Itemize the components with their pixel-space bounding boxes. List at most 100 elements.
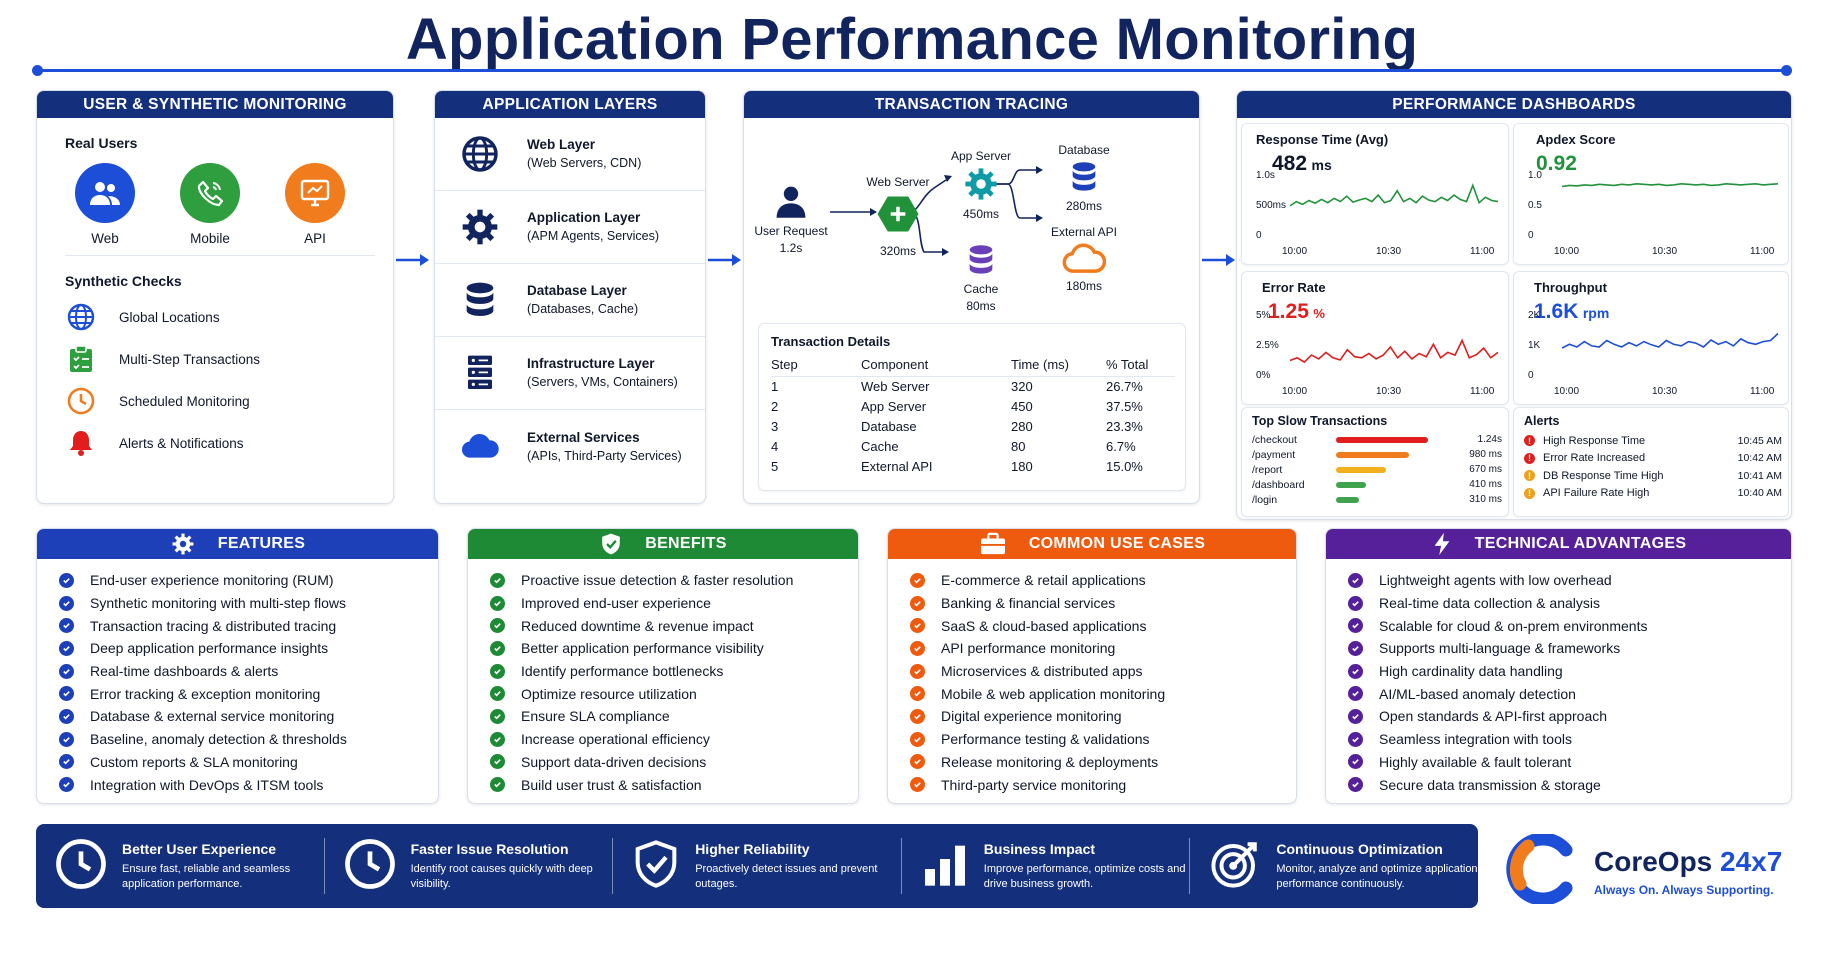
trace-node-database[interactable]: Database 280ms	[1044, 143, 1124, 213]
alert-time: 10:45 AM	[1737, 434, 1782, 447]
real-user-mobile[interactable]: Mobile	[170, 163, 250, 246]
list-item-label: Better application performance visibilit…	[521, 640, 764, 657]
layer-title: External Services	[527, 429, 640, 445]
trace-node-web-server[interactable]: Web Server 320ms	[860, 175, 936, 258]
briefcase-icon	[980, 532, 1005, 555]
card-title: Top Slow Transactions	[1252, 414, 1388, 428]
y-tick-label: 0	[1256, 230, 1262, 241]
slow-transaction-row[interactable]: /dashboard 410 ms	[1252, 477, 1502, 492]
trace-node-cache[interactable]: Cache 80ms	[946, 243, 1016, 313]
list-item: Mobile & web application monitoring	[910, 682, 1296, 705]
layer-application[interactable]: Application Layer (APM Agents, Services)	[435, 191, 705, 264]
layer-web[interactable]: Web Layer (Web Servers, CDN)	[435, 118, 705, 191]
check-icon	[1348, 640, 1363, 656]
trace-node-external-api[interactable]: External API 180ms	[1044, 225, 1124, 293]
response-time-card[interactable]: Response Time (Avg) 482 ms 1.0s 500ms 0 10:…	[1241, 123, 1509, 265]
check-icon	[59, 754, 74, 770]
table-cell: 3	[771, 418, 779, 434]
cloud-icon	[1062, 243, 1107, 273]
table-row[interactable]: 4 Cache 80 6.7%	[771, 436, 1175, 456]
throughput-card[interactable]: Throughput 1.6K rpm 2K 1K 0 10:00 10:30 11:00	[1513, 271, 1789, 405]
alert-item[interactable]: ! Error Rate Increased 10:42 AM	[1524, 450, 1782, 468]
table-cell: Database	[861, 418, 917, 434]
check-icon	[59, 731, 74, 747]
duration-bar-track	[1336, 481, 1428, 488]
alert-text: Error Rate Increased	[1543, 452, 1646, 465]
layer-database[interactable]: Database Layer (Databases, Cache)	[435, 264, 705, 337]
card-title: Apdex Score	[1536, 132, 1616, 147]
slow-transaction-row[interactable]: /report 670 ms	[1252, 462, 1502, 477]
list-item: High cardinality data handling	[1348, 660, 1791, 683]
layer-subtitle: (APIs, Third-Party Services)	[527, 448, 682, 463]
banner-item-title: Better User Experience	[122, 840, 277, 857]
banner-item: Higher Reliability Proactively detect iss…	[613, 838, 902, 894]
check-icon	[59, 572, 74, 588]
slow-transaction-row[interactable]: /checkout 1.24s	[1252, 432, 1502, 447]
error-rate-card[interactable]: Error Rate 1.25 % 5% 2.5% 0% 10:00 10:30 11:0…	[1241, 271, 1509, 405]
list-item-label: Identify performance bottlenecks	[521, 663, 724, 680]
slow-transaction-row[interactable]: /payment 980 ms	[1252, 447, 1502, 462]
trace-node-app-server[interactable]: App Server 450ms	[946, 149, 1016, 221]
list-item: Supports multi-language & frameworks	[1348, 637, 1791, 660]
table-row[interactable]: 1 Web Server 320 26.7%	[771, 376, 1175, 396]
synthetic-item-scheduled[interactable]: Scheduled Monitoring	[63, 380, 260, 422]
slow-transaction-row[interactable]: /login 310 ms	[1252, 492, 1502, 507]
real-user-web[interactable]: Web	[65, 163, 145, 246]
list-item: Lightweight agents with low overhead	[1348, 569, 1791, 592]
table-row[interactable]: 3 Database 280 23.3%	[771, 416, 1175, 436]
x-tick-label: 10:30	[1376, 246, 1401, 257]
card-unit: ms	[1311, 157, 1332, 173]
synthetic-item-multi-step[interactable]: Multi-Step Transactions	[63, 338, 260, 380]
check-icon	[490, 663, 505, 679]
sparkline-path	[1289, 183, 1499, 207]
list-item: Real-time dashboards & alerts	[59, 660, 438, 683]
layer-external[interactable]: External Services (APIs, Third-Party Serv…	[435, 410, 705, 483]
table-cell: 320	[1011, 378, 1033, 394]
alert-item[interactable]: ! API Failure Rate High 10:40 AM	[1524, 485, 1782, 503]
x-tick-label: 10:00	[1554, 386, 1579, 397]
trace-node-time: 450ms	[962, 207, 1000, 221]
list-item-label: Database & external service monitoring	[90, 708, 335, 725]
list-item: SaaS & cloud-based applications	[910, 614, 1296, 637]
alert-icon: !	[1524, 452, 1535, 464]
sparkline-path	[1289, 338, 1499, 364]
y-tick-label: 1.0s	[1256, 170, 1275, 181]
trace-node-user[interactable]: User Request 1.2s	[752, 183, 830, 255]
x-tick-label: 11:00	[1470, 246, 1495, 257]
list-item-label: Release monitoring & deployments	[941, 753, 1159, 770]
check-icon	[59, 708, 74, 724]
check-icon	[59, 663, 74, 679]
layer-infrastructure[interactable]: Infrastructure Layer (Servers, VMs, Conta…	[435, 337, 705, 410]
banner-item: Business Impact Improve performance, opti…	[902, 838, 1191, 894]
page-title: Application Performance Monitoring	[405, 7, 1419, 72]
flow-arrow	[706, 252, 744, 273]
list-item-label: Ensure SLA compliance	[521, 708, 670, 725]
real-user-api[interactable]: API	[275, 163, 355, 246]
check-icon	[490, 708, 505, 724]
list-item: End-user experience monitoring (RUM)	[59, 569, 438, 592]
table-row[interactable]: 2 App Server 450 37.5%	[771, 396, 1175, 416]
alert-item[interactable]: ! High Response Time 10:45 AM	[1524, 432, 1782, 450]
synthetic-item-global-locations[interactable]: Global Locations	[63, 296, 260, 338]
apdex-sparkline: 1.0 0.5 0 10:00 10:30 11:00	[1528, 170, 1779, 257]
synthetic-item-alerts[interactable]: Alerts & Notifications	[63, 422, 260, 464]
table-cell: App Server	[861, 398, 927, 414]
table-cell: 23.3%	[1106, 418, 1143, 434]
alert-item[interactable]: ! DB Response Time High 10:41 AM	[1524, 467, 1782, 485]
list-item: Real-time data collection & analysis	[1348, 592, 1791, 615]
table-row[interactable]: 5 External API 180 15.0%	[771, 456, 1175, 476]
check-icon	[910, 777, 925, 793]
transaction-details-table: Step Component Time (ms) % Total 1 Web Se…	[771, 354, 1175, 476]
check-icon	[490, 754, 505, 770]
table-cell: 15.0%	[1106, 458, 1143, 474]
check-icon	[910, 731, 925, 747]
duration-bar	[1336, 466, 1386, 473]
list-item: Error tracking & exception monitoring	[59, 682, 438, 705]
list-item-label: Integration with DevOps & ITSM tools	[90, 776, 324, 793]
transaction-path: /payment	[1252, 448, 1296, 461]
column-header: Component	[861, 357, 929, 373]
list-item: Reduced downtime & revenue impact	[490, 614, 858, 637]
globe-icon	[462, 136, 498, 172]
apdex-card[interactable]: Apdex Score 0.92 1.0 0.5 0 10:00 10:30 11:00	[1513, 123, 1789, 265]
clock-icon	[54, 837, 108, 896]
